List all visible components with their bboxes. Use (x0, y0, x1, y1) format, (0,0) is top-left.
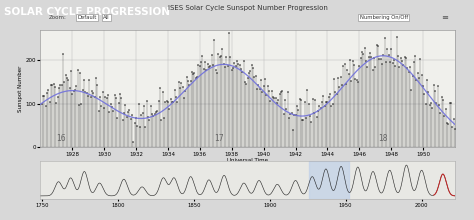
Text: 16: 16 (56, 134, 66, 143)
Bar (309, 161, 349, 199)
Legend: Monthly Values, Smoothed Monthly Values, Predicted Values: Monthly Values, Smoothed Monthly Values,… (76, 219, 265, 220)
Text: 18: 18 (379, 134, 388, 143)
Text: Default: Default (78, 15, 97, 20)
Text: ≡: ≡ (441, 13, 448, 22)
Y-axis label: Sunspot Number: Sunspot Number (18, 65, 23, 112)
Text: SOLAR CYCLE PROGRESSION: SOLAR CYCLE PROGRESSION (4, 7, 170, 16)
Title: ISES Solar Cycle Sunspot Number Progression: ISES Solar Cycle Sunspot Number Progress… (168, 5, 328, 11)
Text: Numbering On/Off: Numbering On/Off (360, 15, 408, 20)
Text: All: All (103, 15, 110, 20)
Text: 17: 17 (214, 134, 224, 143)
Text: Zoom:: Zoom: (49, 15, 66, 20)
X-axis label: Universal Time: Universal Time (227, 158, 268, 163)
